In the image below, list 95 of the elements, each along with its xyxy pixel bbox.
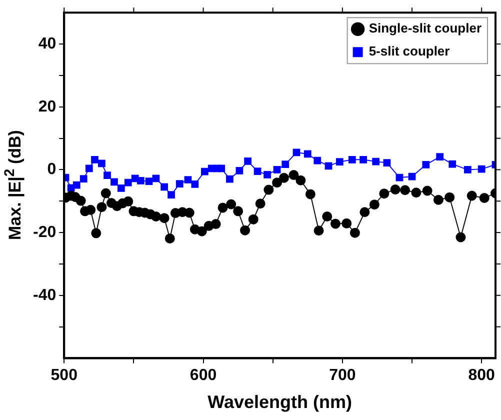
point (244, 158, 252, 165)
point (76, 196, 86, 206)
point (456, 232, 466, 242)
x-tick-label: 600 (190, 367, 217, 384)
point (422, 160, 430, 168)
point (104, 172, 111, 180)
point (304, 150, 312, 158)
point (342, 218, 352, 228)
point (226, 175, 234, 183)
point (86, 204, 96, 215)
x-tick-label: 500 (50, 367, 78, 384)
point (264, 171, 271, 178)
point (91, 228, 102, 238)
point (360, 207, 370, 218)
point (314, 226, 324, 236)
point (272, 178, 282, 188)
point (348, 156, 356, 164)
point (196, 226, 207, 236)
point (350, 228, 360, 238)
point (145, 178, 153, 185)
point (273, 166, 281, 174)
point (324, 162, 332, 170)
point (305, 189, 316, 200)
point (390, 184, 400, 194)
point (210, 219, 221, 230)
point (396, 174, 404, 182)
point (124, 178, 132, 186)
x-tick-label: 800 (468, 367, 496, 384)
point (150, 212, 161, 222)
point (448, 160, 456, 168)
point (159, 213, 170, 224)
point (72, 181, 80, 189)
point (254, 168, 262, 175)
point (292, 148, 300, 156)
point (200, 168, 208, 176)
point (444, 192, 455, 202)
point (422, 186, 432, 196)
legend-label: Single-slit coupler (368, 20, 482, 36)
point (233, 206, 244, 216)
point (383, 159, 391, 166)
point (278, 172, 289, 183)
point (433, 194, 444, 205)
point (282, 160, 290, 168)
point (191, 180, 199, 188)
y-tick-label: 20 (38, 98, 56, 116)
point (478, 165, 486, 173)
point (218, 202, 228, 213)
point (100, 188, 111, 198)
point (264, 184, 274, 195)
legend-label: 5-slit coupler (368, 44, 450, 59)
point (184, 208, 194, 218)
point (168, 191, 175, 199)
point (400, 185, 410, 196)
point (408, 172, 416, 180)
point (288, 170, 299, 180)
point (96, 202, 107, 212)
point (436, 153, 444, 160)
point (411, 188, 422, 198)
point (80, 175, 88, 182)
y-tick-label: 0 (47, 161, 56, 178)
point (369, 200, 380, 210)
point (255, 198, 266, 209)
point (176, 180, 184, 188)
y-tick-label: -40 (33, 286, 56, 304)
point (91, 156, 98, 164)
point (226, 199, 236, 210)
point (296, 175, 306, 186)
point (236, 166, 244, 174)
y-tick-label: -20 (33, 224, 56, 241)
point (98, 160, 106, 168)
x-axis-title: Wavelength (nm) (208, 392, 352, 412)
point (136, 177, 144, 184)
point (164, 233, 175, 244)
point (160, 183, 168, 191)
y-tick-label: 40 (38, 35, 56, 52)
x-tick-label: 700 (329, 367, 356, 384)
point (360, 156, 367, 164)
point (314, 156, 322, 164)
point (464, 166, 472, 174)
point (330, 218, 340, 229)
point (184, 176, 192, 184)
point (372, 158, 380, 166)
point (466, 190, 477, 201)
point (379, 188, 390, 199)
point (218, 164, 226, 172)
point (123, 196, 134, 206)
point (248, 214, 258, 224)
point (110, 178, 118, 186)
point (336, 158, 344, 166)
point (240, 225, 250, 236)
point (322, 212, 332, 222)
point (85, 164, 93, 172)
point (152, 174, 160, 182)
point (479, 192, 490, 203)
point (117, 184, 125, 192)
